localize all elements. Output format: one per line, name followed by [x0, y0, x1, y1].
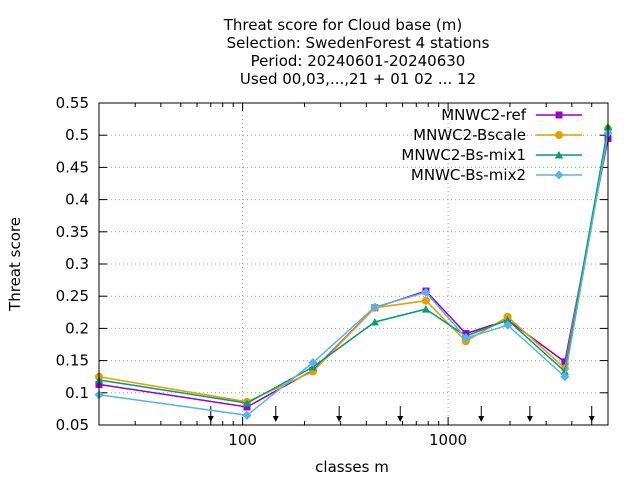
class-marker-arrowhead [588, 416, 595, 422]
series-line [98, 138, 609, 408]
class-marker-arrowhead [397, 416, 404, 422]
data-point [370, 302, 380, 312]
y-axis-ticks: 0.05 0.1 0.15 0.2 0.25 0.3 0.35 0.4 0.45 0.5 0.55 [56, 94, 608, 434]
y-tick-label: 0.4 [65, 191, 89, 209]
legend-marker [555, 151, 563, 159]
data-point [242, 399, 251, 407]
series-1 [95, 124, 612, 406]
y-tick-label: 0.3 [65, 255, 89, 273]
class-markers [207, 406, 595, 422]
title-line-3: Period: 20240601-20240630 [251, 52, 466, 70]
class-marker-arrowhead [478, 416, 485, 422]
y-tick-label: 0.15 [56, 352, 89, 370]
data-point [461, 333, 471, 343]
series-3 [94, 128, 613, 420]
x-tick-label: 100 [228, 431, 257, 449]
grid [99, 103, 608, 425]
class-marker-arrowhead [272, 416, 279, 422]
data-point [421, 287, 431, 297]
series-line [98, 133, 609, 417]
series-line [98, 126, 609, 404]
title-line-4: Used 00,03,...,21 + 01 02 ... 12 [240, 70, 476, 88]
data-point [421, 296, 430, 305]
legend-label: MNWC2-ref [441, 106, 526, 124]
data-point [370, 317, 379, 326]
y-axis-label: Threat score [6, 217, 24, 312]
x-tick-label: 1000 [429, 431, 467, 449]
y-tick-label: 0.1 [65, 384, 89, 402]
legend-label: MNWC2-Bs-mix1 [401, 146, 526, 164]
plot-border [98, 102, 609, 426]
series-2 [95, 122, 612, 407]
class-marker-arrowhead [336, 416, 343, 422]
data-point [242, 410, 252, 420]
y-tick-label: 0.55 [56, 94, 89, 112]
data-point [503, 320, 513, 330]
y-tick-label: 0.5 [65, 126, 89, 144]
legend-marker [555, 131, 563, 139]
title-line-2: Selection: SwedenForest 4 stations [227, 34, 490, 52]
legend-marker [554, 170, 564, 180]
y-tick-label: 0.05 [56, 416, 89, 434]
data-point [308, 358, 318, 368]
legend-label: MNWC-Bs-mix2 [411, 166, 526, 184]
data-point [503, 316, 512, 324]
title-line-1: Threat score for Cloud base (m) [223, 16, 463, 34]
series-group [94, 122, 613, 420]
data-point [560, 372, 570, 382]
y-tick-label: 0.35 [56, 223, 89, 241]
chart-title: Threat score for Cloud base (m) Selectio… [223, 16, 490, 88]
data-point [421, 305, 430, 313]
data-point [561, 358, 569, 366]
class-marker-arrowhead [207, 416, 214, 422]
class-marker-arrowhead [526, 416, 533, 422]
legend: MNWC2-ref MNWC2-Bscale MNWC2-Bs-mix1 MNWC-B… [401, 106, 582, 184]
y-tick-label: 0.2 [65, 319, 89, 337]
y-tick-label: 0.45 [56, 158, 89, 176]
x-axis-label: classes m [315, 458, 389, 476]
data-point [243, 403, 251, 411]
y-tick-label: 0.25 [56, 287, 89, 305]
legend-marker [555, 111, 563, 119]
data-point [560, 367, 569, 376]
x-axis-ticks: 100 1000 [134, 103, 593, 449]
series-0 [95, 134, 612, 411]
legend-label: MNWC2-Bscale [413, 126, 526, 144]
